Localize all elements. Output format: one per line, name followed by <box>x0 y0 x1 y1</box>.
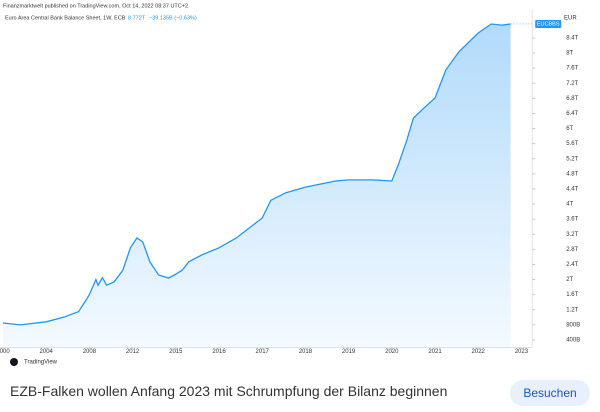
x-tick-label: 2019 <box>342 349 356 355</box>
y-tick-label: 3.6T <box>566 217 578 223</box>
change: −39.135B (−0.63%) <box>149 15 197 21</box>
y-tick-label: 4.8T <box>566 171 578 177</box>
y-tick-label: 3.2T <box>566 232 578 238</box>
area <box>3 24 511 348</box>
x-tick-label: 2012 <box>126 349 140 355</box>
y-tick-label: 7.2T <box>566 81 578 87</box>
x-tick-label: 2015 <box>169 349 183 355</box>
x-tick-label: 2023 <box>515 349 529 355</box>
series-label: Euro Area Central Bank Balance Sheet, 1W… <box>5 15 126 21</box>
y-tick-label: 800B <box>566 322 580 328</box>
visit-button[interactable]: Besuchen <box>510 380 590 406</box>
last-value: 8.772T <box>128 15 146 21</box>
x-tick-label: 2008 <box>83 349 97 355</box>
x-tick-label: 2016 <box>212 349 226 355</box>
branding: TradingView <box>24 360 58 366</box>
publisher: Finanzmarktwelt published on TradingView… <box>3 3 188 9</box>
y-tick-label: 2.8T <box>566 247 578 253</box>
y-tick-label: 6.8T <box>566 96 578 102</box>
x-tick-label: 2021 <box>428 349 442 355</box>
symbol-label: EUCBBS <box>537 21 560 27</box>
y-tick-label: 2T <box>566 277 573 283</box>
x-tick-label: 2020 <box>385 349 399 355</box>
y-tick-label: 8.4T <box>566 36 578 42</box>
currency: EUR <box>564 16 577 22</box>
y-tick-label: 5.6T <box>566 141 578 147</box>
y-tick-label: 7.6T <box>566 66 578 72</box>
x-tick-label: 2022 <box>472 349 486 355</box>
x-tick-label: 2000 <box>0 349 10 355</box>
symbol-tag <box>535 19 562 28</box>
y-tick-label: 5.2T <box>566 156 578 162</box>
line <box>2 23 511 326</box>
x-tick-label: 2004 <box>40 349 54 355</box>
y-tick-label: 1.6T <box>566 292 578 298</box>
y-tick-label: 8T <box>566 51 573 57</box>
y-tick-label: 400B <box>566 338 580 344</box>
y-tick-label: 2.4T <box>566 262 578 268</box>
chart: Finanzmarktwelt published on TradingView… <box>0 3 580 366</box>
caption: EZB-Falken wollen Anfang 2023 mit Schrum… <box>10 383 448 399</box>
y-tick-label: 6T <box>566 126 573 132</box>
x-tick-label: 2017 <box>256 349 270 355</box>
y-tick-label: 4.4T <box>566 187 578 193</box>
y-tick-label: 6.4T <box>566 111 578 117</box>
y-tick-label: 1.2T <box>566 307 578 313</box>
y-tick-label: 4T <box>566 202 573 208</box>
logo <box>10 358 18 366</box>
x-tick-label: 2018 <box>299 349 313 355</box>
